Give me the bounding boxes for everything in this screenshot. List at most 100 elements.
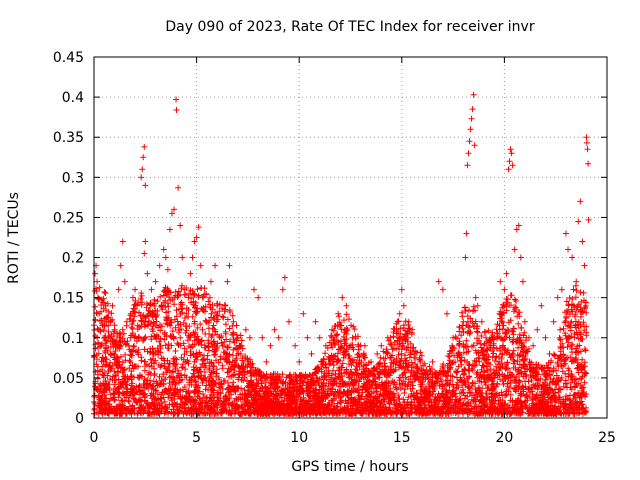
data-point-marker [173,96,180,103]
data-point-marker [554,294,561,301]
data-point-marker [460,318,467,325]
data-point-marker [259,334,266,341]
y-tick-label: 0.15 [53,291,84,307]
data-point-marker [193,234,200,241]
data-point-marker [585,160,592,167]
data-point-marker [144,270,151,277]
data-point-marker [127,310,134,317]
data-point-marker [212,262,219,269]
data-point-marker [507,146,514,153]
data-point-marker [400,302,407,309]
data-point-marker [538,302,545,309]
data-point-marker [530,342,537,349]
data-point-marker [185,294,192,301]
data-point-marker [474,302,481,309]
data-point-marker [218,334,225,341]
data-point-marker [417,358,424,365]
data-point-marker [565,246,572,253]
data-point-marker [304,334,311,341]
data-point-marker [577,198,584,205]
x-axis-label: GPS time / hours [291,459,408,475]
data-point-marker [339,294,346,301]
y-tick-label: 0.4 [62,90,84,106]
data-point-marker [142,238,149,245]
data-point-marker [312,318,319,325]
data-point-marker [411,350,418,357]
data-point-marker [526,334,533,341]
data-point-marker [246,334,253,341]
data-point-marker [275,334,282,341]
data-point-marker [322,342,329,349]
data-point-marker [462,254,469,261]
data-point-marker [329,326,336,333]
y-tick-label: 0.25 [53,210,84,226]
data-point-marker [542,334,549,341]
data-point-marker [140,154,147,161]
data-point-marker [96,310,103,317]
data-point-marker [519,278,526,285]
data-point-marker [503,270,510,277]
data-point-marker [478,318,485,325]
data-point-marker [584,146,591,153]
x-tick-label: 15 [393,430,411,446]
data-point-marker [115,286,122,293]
data-point-marker [546,350,553,357]
data-point-marker [230,318,237,325]
data-point-marker [132,286,139,293]
y-axis-label: ROTI / TECUs [6,192,22,284]
data-point-marker [156,262,163,269]
data-point-marker [585,216,592,223]
data-point-marker [242,326,249,333]
data-point-marker [197,262,204,269]
data-point-marker [471,142,478,149]
data-point-marker [487,342,494,349]
data-point-marker [146,310,153,317]
data-point-marker [103,318,110,325]
data-point-marker [505,166,512,173]
data-point-marker [515,222,522,229]
y-tick-label: 0.05 [53,371,84,387]
y-tick-label: 0.45 [53,50,84,66]
data-point-marker [521,318,528,325]
data-point-marker [234,334,241,341]
data-point-marker [203,318,210,325]
data-point-marker [472,294,479,301]
data-point-marker [443,310,450,317]
y-tick-label: 0.1 [62,331,84,347]
data-point-marker [468,115,475,122]
data-point-marker [119,238,126,245]
data-point-marker [501,286,508,293]
data-point-marker [384,350,391,357]
data-point-marker [394,318,401,325]
y-tick-label: 0.3 [62,170,84,186]
y-tick-labels: 0 0.05 0.1 0.15 0.2 0.25 0.3 0.35 0.4 0.45 [53,50,84,427]
data-point-marker [164,266,171,273]
data-points [91,91,592,405]
data-point-marker [506,158,513,165]
data-point-marker [398,286,405,293]
scatter-cloud [91,282,590,417]
data-point-marker [97,326,104,333]
data-point-marker [183,310,190,317]
data-point-marker [517,254,524,261]
data-point-marker [171,206,178,213]
data-point-marker [573,278,580,285]
data-point-marker [482,334,489,341]
data-point-marker [508,150,515,157]
data-point-marker [439,286,446,293]
data-point-marker [349,334,356,341]
data-point-marker [534,326,541,333]
data-point-marker [166,226,173,233]
data-point-marker [465,150,472,157]
data-point-marker [450,334,457,341]
data-point-marker [199,294,206,301]
data-point-marker [296,358,303,365]
data-point-marker [456,342,463,349]
data-point-marker [267,342,274,349]
data-point-marker [558,286,565,293]
chart-title: Day 090 of 2023, Rate Of TEC Index for r… [165,19,534,35]
data-point-marker [378,342,385,349]
data-point-marker [121,278,128,285]
data-point-marker [583,134,590,141]
data-point-marker [148,286,155,293]
